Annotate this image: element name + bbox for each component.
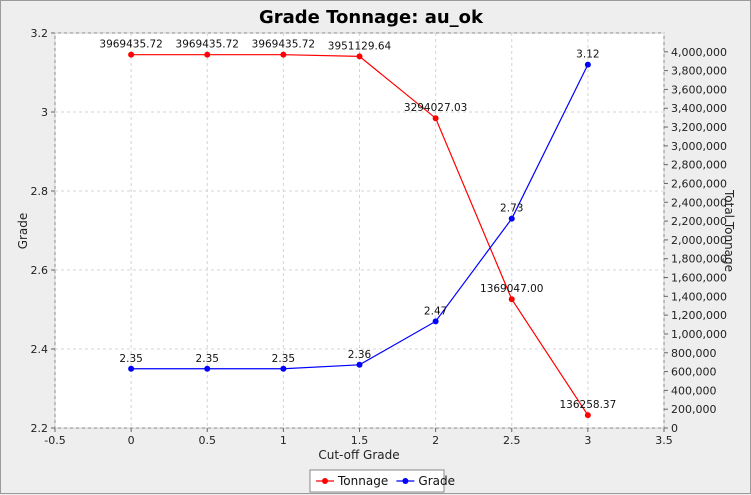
data-point-grade[interactable] — [280, 365, 287, 372]
data-label-grade: 2.35 — [272, 353, 295, 365]
data-label-tonnage: 1369047.00 — [480, 283, 543, 295]
series-layer — [128, 51, 591, 419]
data-point-tonnage[interactable] — [204, 51, 211, 58]
data-label-tonnage: 3294027.03 — [404, 102, 467, 114]
legend-label-tonnage: Tonnage — [337, 474, 388, 488]
y-left-tick-label: 3 — [41, 106, 48, 119]
x-tick-label: 3 — [584, 434, 591, 447]
y-right-tick-label: 2,800,000 — [671, 159, 727, 172]
x-tick-label: 2 — [432, 434, 439, 447]
data-point-tonnage[interactable] — [508, 296, 515, 303]
y-axis-left-label: Grade — [16, 213, 30, 250]
legend-marker-tonnage — [322, 478, 328, 484]
data-label-grade: 2.36 — [348, 349, 372, 361]
y-right-tick-label: 0 — [671, 422, 678, 435]
data-label-grade: 3.12 — [576, 49, 599, 61]
x-tick-label: 0.5 — [199, 434, 217, 447]
x-tick-label: 1 — [280, 434, 287, 447]
data-label-tonnage: 3969435.72 — [176, 39, 239, 51]
y-right-tick-label: 2,600,000 — [671, 177, 727, 190]
data-point-grade[interactable] — [204, 365, 211, 372]
y-right-tick-label: 2,000,000 — [671, 234, 727, 247]
data-point-grade[interactable] — [508, 215, 515, 222]
y-right-tick-label: 2,200,000 — [671, 215, 727, 228]
x-axis-label: Cut-off Grade — [318, 448, 399, 462]
y-left-tick-label: 2.2 — [31, 422, 49, 435]
y-right-tick-label: 3,000,000 — [671, 140, 727, 153]
legend-marker-grade — [402, 478, 409, 484]
y-right-tick-label: 3,600,000 — [671, 83, 727, 96]
y-axis-right-label: Total Tonnage — [722, 189, 736, 272]
y-right-tick-label: 1,000,000 — [671, 328, 727, 341]
data-point-grade[interactable] — [356, 361, 363, 368]
y-left-tick-label: 2.6 — [31, 264, 49, 277]
data-point-tonnage[interactable] — [128, 51, 135, 58]
y-right-tick-label: 1,800,000 — [671, 253, 727, 266]
y-right-tick-label: 200,000 — [671, 403, 717, 416]
y-right-tick-label: 1,200,000 — [671, 309, 727, 322]
data-label-grade: 2.73 — [500, 203, 523, 215]
axes: -0.5 0 0.5 1 1.5 2 2.5 3 3.5 2.2 2.4 2.6 2.8 3 3.2 0 200… — [31, 27, 727, 447]
data-point-tonnage[interactable] — [356, 53, 363, 60]
data-point-tonnage[interactable] — [584, 412, 591, 419]
data-label-tonnage: 3969435.72 — [252, 39, 315, 51]
y-right-tick-label: 2,400,000 — [671, 196, 727, 209]
y-right-tick-label: 600,000 — [671, 366, 717, 379]
data-labels: 3969435.72 3969435.72 3969435.72 3951129.64… — [99, 39, 616, 412]
y-right-tick-label: 1,600,000 — [671, 272, 727, 285]
x-tick-label: 1.5 — [351, 434, 369, 447]
x-tick-label: 2.5 — [503, 434, 521, 447]
y-left-tick-label: 2.8 — [31, 185, 49, 198]
y-right-tick-label: 3,400,000 — [671, 102, 727, 115]
data-label-grade: 2.35 — [196, 353, 219, 365]
data-label-grade: 2.35 — [119, 353, 142, 365]
legend-label-grade: Grade — [418, 474, 455, 488]
data-point-grade[interactable] — [432, 318, 439, 325]
y-left-tick-label: 3.2 — [31, 27, 49, 40]
chart-title: Grade Tonnage: au_ok — [259, 7, 484, 28]
x-tick-label: 3.5 — [655, 434, 673, 447]
data-label-tonnage: 3969435.72 — [99, 39, 162, 51]
y-left-tick-label: 2.4 — [31, 343, 49, 356]
data-label-tonnage: 3951129.64 — [328, 40, 392, 52]
y-right-tick-label: 3,200,000 — [671, 121, 727, 134]
y-right-tick-label: 3,800,000 — [671, 65, 727, 78]
data-point-tonnage[interactable] — [280, 51, 287, 58]
y-right-tick-label: 400,000 — [671, 384, 717, 397]
legend-box — [309, 469, 445, 493]
x-tick-label: 0 — [128, 434, 135, 447]
x-tick-label: -0.5 — [44, 434, 65, 447]
data-point-grade[interactable] — [584, 61, 591, 68]
y-right-tick-label: 1,400,000 — [671, 290, 727, 303]
legend: Tonnage Grade — [309, 469, 455, 493]
y-right-tick-label: 800,000 — [671, 347, 717, 360]
data-point-tonnage[interactable] — [432, 115, 439, 122]
data-point-grade[interactable] — [128, 365, 135, 372]
y-right-tick-label: 4,000,000 — [671, 46, 727, 59]
data-label-grade: 2.47 — [424, 305, 447, 317]
data-label-tonnage: 136258.37 — [559, 399, 616, 411]
